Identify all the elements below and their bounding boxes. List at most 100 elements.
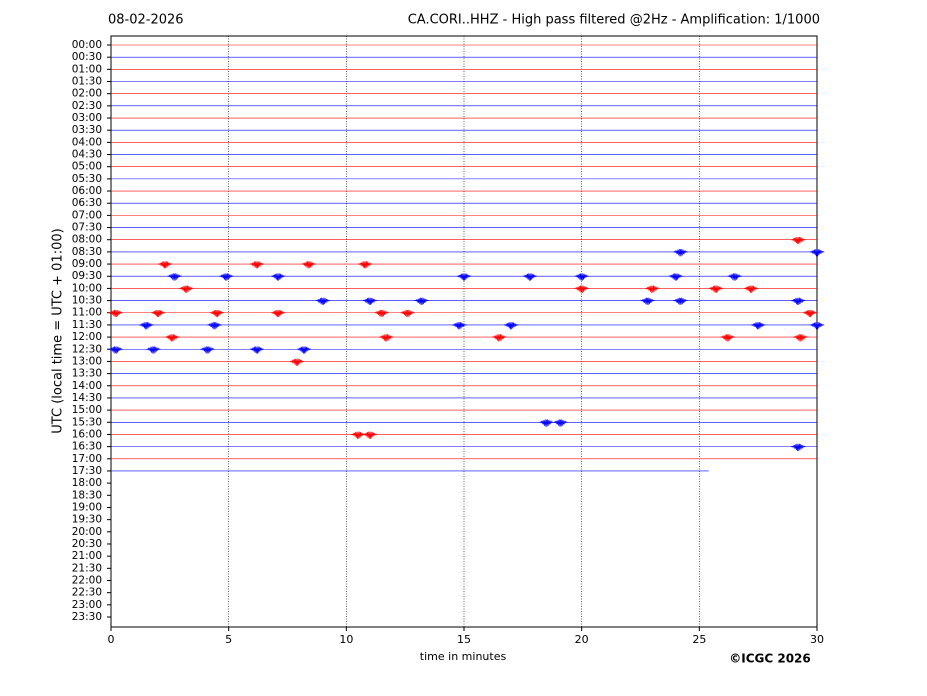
burst xyxy=(138,322,154,330)
burst xyxy=(249,346,265,354)
y-tick-label: 13:30 xyxy=(72,368,102,380)
y-tick-label: 09:30 xyxy=(72,270,102,282)
y-tick-label: 16:00 xyxy=(72,428,102,440)
burst xyxy=(315,297,331,305)
burst xyxy=(750,322,766,330)
y-tick-label: 17:30 xyxy=(72,465,102,477)
y-tick-label: 13:00 xyxy=(72,355,102,367)
burst xyxy=(809,322,825,330)
burst xyxy=(790,236,806,245)
burst xyxy=(146,346,161,354)
y-tick-label: 15:00 xyxy=(72,404,102,416)
burst xyxy=(289,358,305,366)
burst xyxy=(362,431,378,439)
y-tick-label: 02:00 xyxy=(72,88,102,100)
date: 08-02-2026 xyxy=(108,13,184,28)
burst xyxy=(362,297,378,305)
burst xyxy=(296,346,312,354)
burst xyxy=(793,334,808,342)
y-tick-label: 04:00 xyxy=(72,136,102,148)
y-tick-label: 17:00 xyxy=(72,453,102,465)
y-tick-label: 01:00 xyxy=(72,63,102,75)
x-tick-label: 10 xyxy=(339,633,353,646)
y-tick-label: 04:30 xyxy=(72,149,102,161)
burst xyxy=(357,261,373,269)
burst xyxy=(108,346,124,354)
y-tick-label: 19:00 xyxy=(72,501,102,513)
burst xyxy=(451,322,467,330)
y-tick-label: 07:00 xyxy=(72,209,102,221)
y-tick-label: 14:30 xyxy=(72,392,102,404)
burst xyxy=(301,261,317,269)
y-tick-label: 08:30 xyxy=(72,246,102,258)
y-tick-label: 08:00 xyxy=(72,234,102,246)
burst xyxy=(178,285,194,293)
burst xyxy=(414,297,429,305)
y-tick-label: 21:00 xyxy=(72,550,102,562)
burst xyxy=(350,431,366,439)
y-tick-label: 00:00 xyxy=(72,39,102,51)
y-tick-label: 18:00 xyxy=(72,477,102,489)
burst xyxy=(378,334,394,342)
burst xyxy=(574,285,590,293)
y-tick-label: 09:00 xyxy=(72,258,102,270)
burst xyxy=(673,297,688,305)
y-tick-label: 16:30 xyxy=(72,441,102,453)
y-tick-label: 05:00 xyxy=(72,161,102,173)
y-tick-label: 06:00 xyxy=(72,185,102,197)
burst xyxy=(668,273,684,281)
burst xyxy=(456,273,472,281)
burst xyxy=(249,261,265,269)
burst xyxy=(157,261,173,269)
y-tick-label: 10:00 xyxy=(72,282,102,294)
burst xyxy=(708,285,724,293)
y-tick-label: 00:30 xyxy=(72,51,102,63)
burst xyxy=(539,419,554,427)
y-tick-label: 21:30 xyxy=(72,562,102,574)
y-tick-label: 03:30 xyxy=(72,124,102,136)
x-tick-label: 15 xyxy=(457,633,471,646)
chart-title: CA.CORI..HHZ - High pass filtered @2Hz -… xyxy=(408,13,820,28)
y-tick-label: 15:30 xyxy=(72,416,102,428)
y-tick-label: 05:30 xyxy=(72,173,102,185)
y-tick-label: 11:30 xyxy=(72,319,102,331)
burst xyxy=(790,443,806,452)
y-tick-label: 20:30 xyxy=(72,538,102,550)
burst xyxy=(209,309,225,318)
burst xyxy=(270,273,286,281)
x-tick-label: 5 xyxy=(225,633,232,646)
y-tick-label: 12:30 xyxy=(72,343,102,355)
y-tick-label: 06:30 xyxy=(72,197,102,209)
burst xyxy=(200,346,215,354)
y-tick-label: 14:00 xyxy=(72,380,102,392)
x-tick-label: 30 xyxy=(810,633,824,646)
x-tick-label: 20 xyxy=(575,633,589,646)
y-tick-label: 23:00 xyxy=(72,599,102,611)
y-tick-label: 23:30 xyxy=(72,611,102,623)
y-tick-label: 10:30 xyxy=(72,295,102,307)
burst xyxy=(640,297,655,305)
x-axis-label: time in minutes xyxy=(420,650,507,663)
burst xyxy=(553,419,568,427)
burst xyxy=(374,309,389,318)
y-axis-label: UTC (local time = UTC + 01:00) xyxy=(51,228,66,433)
burst xyxy=(207,322,222,330)
x-tick-label: 0 xyxy=(108,633,115,646)
burst xyxy=(491,334,507,342)
burst xyxy=(790,297,806,305)
y-tick-label: 03:00 xyxy=(72,112,102,124)
y-tick-label: 18:30 xyxy=(72,489,102,501)
burst xyxy=(574,273,590,281)
burst xyxy=(727,273,742,281)
burst xyxy=(150,309,166,318)
y-tick-label: 12:00 xyxy=(72,331,102,343)
x-tick-label: 25 xyxy=(692,633,706,646)
y-tick-label: 20:00 xyxy=(72,526,102,538)
burst xyxy=(503,322,519,330)
y-tick-label: 02:30 xyxy=(72,100,102,112)
burst xyxy=(108,309,124,318)
y-tick-label: 22:00 xyxy=(72,574,102,586)
burst xyxy=(802,309,818,318)
y-tick-label: 19:30 xyxy=(72,514,102,526)
